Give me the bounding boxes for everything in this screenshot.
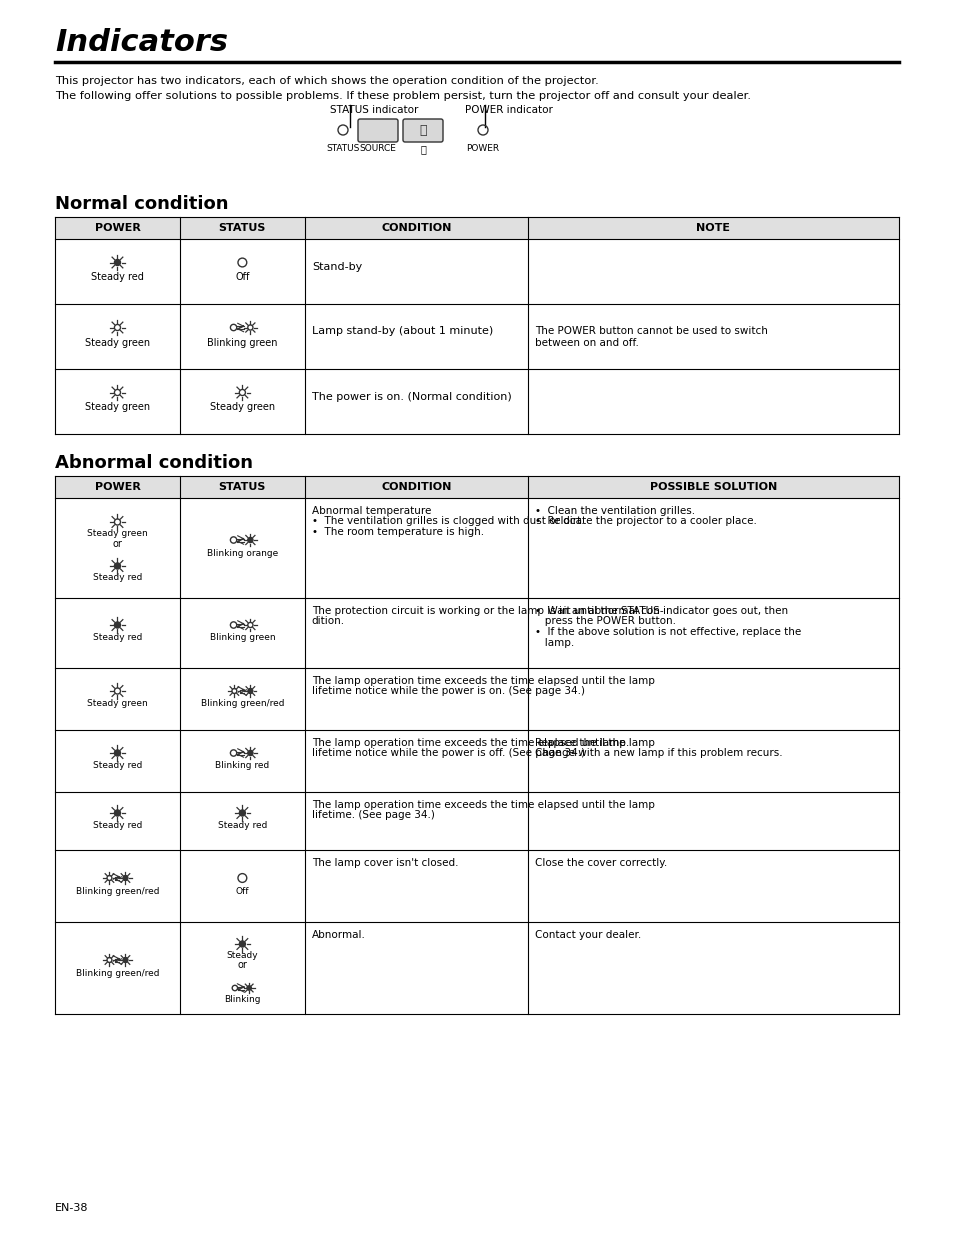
Text: The power is on. (Normal condition): The power is on. (Normal condition) — [312, 391, 511, 401]
Text: Abnormal temperature: Abnormal temperature — [312, 506, 431, 516]
Text: EN-38: EN-38 — [55, 1203, 89, 1213]
Text: Close the cover correctly.: Close the cover correctly. — [534, 858, 666, 868]
Text: Steady green: Steady green — [87, 699, 148, 709]
Text: Abnormal condition: Abnormal condition — [55, 454, 253, 472]
FancyBboxPatch shape — [402, 119, 442, 142]
Text: lifetime notice while the power is on. (See page 34.): lifetime notice while the power is on. (… — [312, 687, 584, 697]
Text: STATUS: STATUS — [218, 482, 266, 492]
Text: Blinking: Blinking — [224, 995, 260, 1004]
Text: CONDITION: CONDITION — [380, 224, 451, 233]
Circle shape — [248, 537, 253, 542]
Text: lifetime notice while the power is off. (See page 34.): lifetime notice while the power is off. … — [312, 748, 584, 758]
Text: Replace the lamp.: Replace the lamp. — [534, 739, 628, 748]
Circle shape — [248, 689, 253, 693]
Text: POWER: POWER — [94, 482, 140, 492]
Text: Abnormal.: Abnormal. — [312, 930, 365, 940]
Text: POSSIBLE SOLUTION: POSSIBLE SOLUTION — [649, 482, 776, 492]
Text: STATUS indicator: STATUS indicator — [330, 105, 418, 115]
Text: Steady green: Steady green — [210, 403, 274, 412]
Text: •  Relocate the projector to a cooler place.: • Relocate the projector to a cooler pla… — [534, 516, 756, 526]
FancyBboxPatch shape — [357, 119, 397, 142]
Circle shape — [123, 876, 128, 881]
Text: The POWER button cannot be used to switch: The POWER button cannot be used to switc… — [534, 326, 767, 336]
Text: Steady green: Steady green — [85, 337, 150, 347]
Text: POWER: POWER — [94, 224, 140, 233]
Text: Change with a new lamp if this problem recurs.: Change with a new lamp if this problem r… — [534, 748, 781, 758]
Text: Stand-by: Stand-by — [312, 262, 362, 272]
Text: Steady red: Steady red — [91, 273, 144, 283]
Text: The lamp operation time exceeds the time elapsed until the lamp: The lamp operation time exceeds the time… — [312, 800, 654, 810]
Text: POWER: POWER — [466, 144, 499, 153]
Text: Steady green: Steady green — [87, 529, 148, 537]
Text: Contact your dealer.: Contact your dealer. — [534, 930, 640, 940]
Text: Indicators: Indicators — [55, 28, 228, 57]
Text: dition.: dition. — [312, 616, 345, 626]
Text: Steady red: Steady red — [92, 634, 142, 642]
Text: Blinking green/red: Blinking green/red — [75, 968, 159, 977]
Text: STATUS: STATUS — [218, 224, 266, 233]
Bar — [55, 475, 898, 498]
Text: Off: Off — [235, 273, 250, 283]
Text: lifetime. (See page 34.): lifetime. (See page 34.) — [312, 810, 435, 820]
Text: Steady red: Steady red — [92, 573, 142, 583]
Text: Blinking green: Blinking green — [210, 634, 274, 642]
Text: Lamp stand-by (about 1 minute): Lamp stand-by (about 1 minute) — [312, 326, 493, 336]
Text: Steady red: Steady red — [92, 762, 142, 771]
Text: ⏻: ⏻ — [419, 144, 425, 154]
Circle shape — [114, 750, 120, 756]
Text: •  The room temperature is high.: • The room temperature is high. — [312, 527, 483, 537]
Circle shape — [239, 810, 245, 816]
Text: Steady red: Steady red — [217, 821, 267, 830]
Text: SOURCE: SOURCE — [359, 144, 396, 153]
Text: •  Wait until the STATUS indicator goes out, then: • Wait until the STATUS indicator goes o… — [534, 606, 787, 616]
Text: Normal condition: Normal condition — [55, 195, 229, 212]
Text: The following offer solutions to possible problems. If these problem persist, tu: The following offer solutions to possibl… — [55, 91, 750, 101]
Text: Steady red: Steady red — [92, 821, 142, 830]
Text: CONDITION: CONDITION — [380, 482, 451, 492]
Text: Blinking green: Blinking green — [207, 337, 277, 347]
Text: Off: Off — [235, 887, 249, 895]
Text: POWER indicator: POWER indicator — [464, 105, 553, 115]
Text: ⏻: ⏻ — [418, 124, 426, 137]
Circle shape — [114, 259, 120, 266]
Text: or: or — [112, 538, 122, 550]
Text: The lamp cover isn't closed.: The lamp cover isn't closed. — [312, 858, 457, 868]
Text: Blinking green/red: Blinking green/red — [200, 699, 284, 709]
Circle shape — [247, 986, 251, 990]
Text: The lamp operation time exceeds the time elapsed until the lamp: The lamp operation time exceeds the time… — [312, 676, 654, 685]
Text: Blinking green/red: Blinking green/red — [75, 887, 159, 895]
Text: between on and off.: between on and off. — [534, 337, 638, 347]
Text: STATUS: STATUS — [326, 144, 359, 153]
Text: press the POWER button.: press the POWER button. — [534, 616, 675, 626]
Circle shape — [248, 751, 253, 756]
Text: Steady: Steady — [226, 951, 258, 960]
Bar — [55, 217, 898, 240]
Text: Blinking orange: Blinking orange — [207, 548, 277, 557]
Text: Steady green: Steady green — [85, 403, 150, 412]
Text: NOTE: NOTE — [696, 224, 730, 233]
Text: This projector has two indicators, each of which shows the operation condition o: This projector has two indicators, each … — [55, 77, 598, 86]
Text: •  Clean the ventilation grilles.: • Clean the ventilation grilles. — [534, 506, 694, 516]
Text: •  The ventilation grilles is clogged with dust or dirt.: • The ventilation grilles is clogged wit… — [312, 516, 584, 526]
Text: The protection circuit is working or the lamp is in an abnormal con-: The protection circuit is working or the… — [312, 606, 662, 616]
Circle shape — [114, 563, 120, 569]
Text: lamp.: lamp. — [534, 637, 574, 647]
Text: or: or — [237, 960, 247, 969]
Text: Blinking red: Blinking red — [215, 762, 269, 771]
Circle shape — [114, 622, 120, 629]
Circle shape — [114, 810, 120, 816]
Text: •  If the above solution is not effective, replace the: • If the above solution is not effective… — [534, 627, 801, 637]
Circle shape — [239, 941, 245, 947]
Text: The lamp operation time exceeds the time elapsed until the lamp: The lamp operation time exceeds the time… — [312, 739, 654, 748]
Circle shape — [123, 957, 128, 962]
